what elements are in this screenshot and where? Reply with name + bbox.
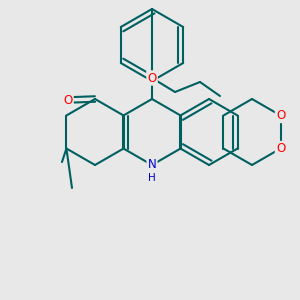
Text: N: N bbox=[148, 158, 156, 172]
Text: O: O bbox=[147, 71, 157, 85]
Text: O: O bbox=[63, 94, 73, 106]
Text: O: O bbox=[276, 142, 285, 155]
Text: O: O bbox=[276, 109, 285, 122]
Text: H: H bbox=[148, 173, 156, 183]
